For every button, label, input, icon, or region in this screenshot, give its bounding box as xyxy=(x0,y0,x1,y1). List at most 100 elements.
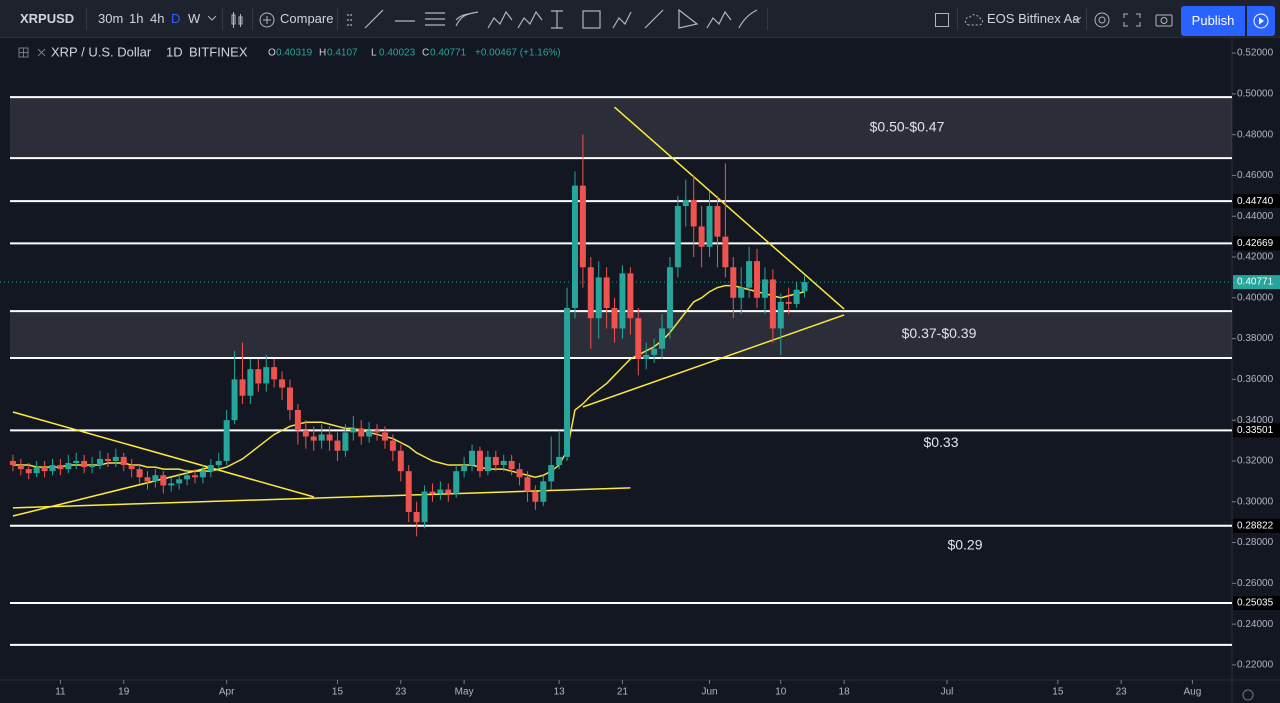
x-tick-label: Apr xyxy=(219,687,235,698)
candle-body xyxy=(651,348,658,355)
candle-body xyxy=(358,428,365,437)
candle-body xyxy=(445,489,452,494)
y-tick-label: 0.36000 xyxy=(1237,374,1274,385)
candle-body xyxy=(263,367,270,384)
candle-body xyxy=(587,267,594,319)
candle-body xyxy=(730,267,737,298)
candle-body xyxy=(769,279,776,329)
y-tick-label: 0.44000 xyxy=(1237,211,1274,222)
candle-body xyxy=(366,430,373,437)
candle-body xyxy=(706,206,713,247)
candle-body xyxy=(540,481,547,502)
ohlc-key: H xyxy=(319,48,326,59)
symbol[interactable]: XRPUSD xyxy=(20,11,75,26)
level-badge xyxy=(1233,518,1280,533)
interval[interactable]: 30m xyxy=(98,11,124,26)
candle-body xyxy=(801,282,808,292)
candle-body xyxy=(350,428,357,433)
top-toolbar: XRPUSD 30m 1h 4h D W Compare EOS Bitfine… xyxy=(0,0,1280,38)
level-badge-label: 0.44740 xyxy=(1237,196,1274,207)
candle-body xyxy=(389,440,396,451)
interval-label: 1D xyxy=(166,44,183,59)
candle-body xyxy=(25,469,32,474)
candle-body xyxy=(643,354,650,359)
interval[interactable]: 1h xyxy=(129,11,144,26)
level-badge-label: 0.25035 xyxy=(1237,598,1274,609)
candle-body xyxy=(714,206,721,237)
dropdown-caret[interactable] xyxy=(1073,17,1081,23)
compare-icon[interactable] xyxy=(259,12,275,28)
x-tick-label: 11 xyxy=(55,687,66,698)
candle-body xyxy=(247,369,254,396)
publish-button[interactable]: Publish xyxy=(1181,6,1245,36)
y-tick-label: 0.28000 xyxy=(1237,537,1274,548)
y-tick-label: 0.42000 xyxy=(1237,252,1274,263)
candle-body xyxy=(176,479,183,484)
candle-body xyxy=(492,456,499,466)
x-tick-label: 23 xyxy=(395,687,407,698)
settings-icon[interactable] xyxy=(1242,689,1254,701)
price-zone xyxy=(10,97,1232,159)
candle-body xyxy=(738,287,745,298)
x-tick-label: 10 xyxy=(775,687,787,698)
candle-body xyxy=(73,460,80,464)
candle-body xyxy=(96,458,103,466)
candle-body xyxy=(421,491,428,523)
separator xyxy=(957,8,958,30)
trendline xyxy=(12,466,211,517)
dropdown-caret[interactable] xyxy=(208,16,216,22)
ohlc-value: 0.40023 xyxy=(379,48,416,59)
candle-body xyxy=(310,436,317,441)
candle-body xyxy=(627,273,634,319)
layout-name[interactable]: EOS Bitfinex Aa xyxy=(987,11,1080,26)
candle-body xyxy=(104,458,111,461)
compare-button[interactable]: Compare xyxy=(280,11,334,26)
candle-body xyxy=(89,465,96,468)
candle-body xyxy=(239,379,246,396)
ohlc-key: L xyxy=(371,48,377,59)
level-badge-label: 0.28822 xyxy=(1237,520,1274,531)
last-price-badge xyxy=(1233,275,1280,290)
interval[interactable]: D xyxy=(171,11,181,26)
checkbox[interactable] xyxy=(935,13,949,27)
candle-body xyxy=(666,267,673,329)
level-badge-label: 0.33501 xyxy=(1237,425,1274,436)
level-badge xyxy=(1233,236,1280,251)
ohlc-value: 0.4107 xyxy=(327,48,358,59)
x-tick-label: 15 xyxy=(332,687,344,698)
y-tick-label: 0.34000 xyxy=(1237,415,1274,426)
x-tick-label: 19 xyxy=(118,687,130,698)
candle-body xyxy=(508,460,515,470)
replay-button[interactable] xyxy=(1247,6,1275,36)
level-badge xyxy=(1233,596,1280,611)
cloud-icon[interactable] xyxy=(965,13,983,27)
candle-body xyxy=(524,477,531,492)
ohlc-key: C xyxy=(422,48,429,59)
y-tick-label: 0.30000 xyxy=(1237,496,1274,507)
candle-body xyxy=(152,475,159,482)
candle-body xyxy=(381,432,388,441)
candle-body xyxy=(698,226,705,247)
candle-body xyxy=(579,185,586,268)
candle-body xyxy=(595,277,602,319)
candle-body xyxy=(476,450,483,472)
candle-body xyxy=(453,471,460,494)
x-tick-label: 18 xyxy=(839,687,851,698)
candle-body xyxy=(112,456,119,461)
y-tick-label: 0.40000 xyxy=(1237,292,1274,303)
interval[interactable]: 4h xyxy=(150,11,165,26)
candle-body xyxy=(413,511,420,523)
x-tick-label: Jun xyxy=(701,687,717,698)
y-tick-label: 0.48000 xyxy=(1237,129,1274,140)
drawing-tools[interactable] xyxy=(343,0,768,38)
candle-body xyxy=(9,460,16,466)
candle-body xyxy=(144,477,151,482)
interval[interactable]: W xyxy=(188,11,201,26)
y-tick-label: 0.46000 xyxy=(1237,170,1274,181)
candle-body xyxy=(564,308,571,457)
separator xyxy=(1086,8,1087,30)
top-right-icons[interactable] xyxy=(1093,11,1175,29)
candle-body xyxy=(777,301,784,329)
chart-style-icon[interactable] xyxy=(230,12,244,28)
